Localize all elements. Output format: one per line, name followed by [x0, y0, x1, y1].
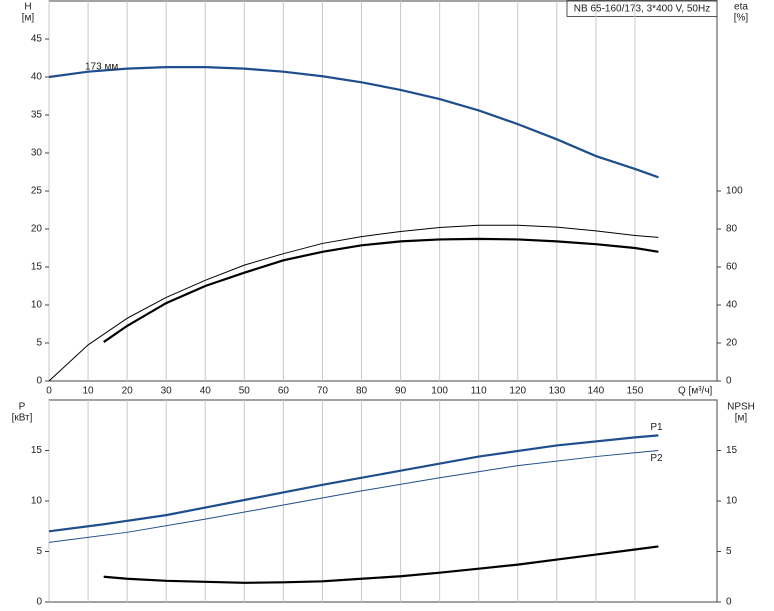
y-tick-label: 40 [31, 72, 43, 83]
y2-tick-label: 0 [726, 376, 732, 387]
x-tick-label: 10 [83, 386, 95, 397]
series-label: 173 мм [85, 62, 118, 73]
x-label: Q [м³/ч] [678, 386, 713, 397]
y-tick-label: 35 [31, 110, 43, 121]
x-tick-label: 0 [46, 386, 52, 397]
x-tick-label: 120 [509, 386, 526, 397]
x-tick-label: 110 [471, 386, 487, 397]
x-tick-label: 60 [278, 386, 290, 397]
x-tick-label: 130 [548, 386, 565, 397]
info-text: NB 65-160/173, 3*400 V, 50Hz [574, 4, 710, 15]
y2-tick-label: 40 [726, 300, 738, 311]
curve [48, 224, 659, 382]
y2-unit: [м] [735, 413, 748, 424]
y-tick-label: 0 [36, 376, 42, 387]
curve [48, 450, 659, 543]
y-unit: [м] [22, 13, 35, 24]
y-tick-label: 25 [31, 186, 43, 197]
y-unit: [кВт] [12, 413, 33, 424]
y-tick-label: 30 [31, 148, 43, 159]
y2-tick-label: 5 [726, 546, 732, 557]
y-label: H [24, 2, 31, 13]
y2-tick-label: 60 [726, 262, 738, 273]
x-tick-label: 20 [122, 386, 134, 397]
series-label: P1 [650, 422, 663, 433]
curve [103, 545, 659, 584]
x-tick-label: 140 [588, 386, 605, 397]
curve [103, 237, 659, 343]
y-tick-label: 20 [31, 224, 43, 235]
y-tick-label: 0 [36, 597, 42, 608]
x-tick-label: 50 [239, 386, 251, 397]
y2-tick-label: 0 [726, 597, 732, 608]
x-tick-label: 80 [356, 386, 368, 397]
y-tick-label: 15 [31, 445, 43, 456]
x-tick-label: 90 [395, 386, 407, 397]
y2-tick-label: 15 [726, 445, 738, 456]
plot-frame [48, 399, 718, 603]
y2-tick-label: 100 [726, 186, 743, 197]
y2-tick-label: 10 [726, 496, 738, 507]
x-tick-label: 100 [431, 386, 448, 397]
y-tick-label: 10 [31, 300, 43, 311]
curve [48, 66, 659, 179]
series-label: P2 [650, 453, 663, 464]
x-tick-label: 30 [161, 386, 173, 397]
y-tick-label: 5 [36, 546, 42, 557]
y-tick-label: 5 [36, 338, 42, 349]
y-tick-label: 10 [31, 496, 43, 507]
y-tick-label: 15 [31, 262, 43, 273]
y2-tick-label: 80 [726, 224, 738, 235]
y-tick-label: 45 [31, 34, 43, 45]
x-tick-label: 40 [200, 386, 212, 397]
y-label: P [19, 402, 26, 413]
x-tick-label: 70 [317, 386, 329, 397]
y2-label: eta [734, 2, 748, 13]
y2-tick-label: 20 [726, 338, 738, 349]
y2-label: NPSH [727, 402, 755, 413]
y2-unit: [%] [734, 13, 749, 24]
curve [48, 434, 659, 533]
x-tick-label: 150 [627, 386, 644, 397]
plot-frame [48, 0, 718, 382]
